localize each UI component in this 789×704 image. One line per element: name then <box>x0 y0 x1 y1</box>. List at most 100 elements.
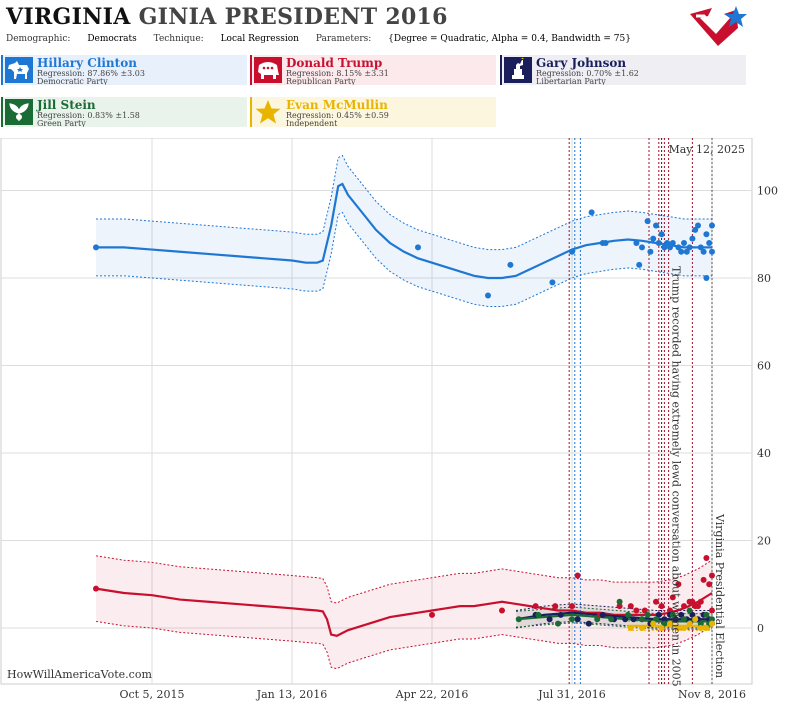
poll-point <box>703 231 710 238</box>
poll-point <box>644 218 651 225</box>
poll-point <box>650 235 657 242</box>
poll-point <box>655 611 662 618</box>
poll-point <box>709 620 715 627</box>
poll-point <box>594 616 601 623</box>
poll-point <box>535 611 542 618</box>
poll-point <box>658 231 665 238</box>
candidate-name: Donald Trump <box>286 56 383 70</box>
candidate-regression: Regression: 0.70% ±1.62 <box>536 69 639 78</box>
star-icon <box>255 100 281 124</box>
poll-point <box>695 603 701 610</box>
candidate-name: Jill Stein <box>37 98 96 112</box>
candidate-party: Green Party <box>37 119 86 127</box>
poll-point <box>653 222 659 229</box>
x-tick-label: Jul 31, 2016 <box>537 688 606 701</box>
poll-point <box>672 616 679 623</box>
poll-point <box>585 620 592 627</box>
y-tick-label: 20 <box>757 535 771 548</box>
poll-point <box>555 620 561 627</box>
legend-gary-johnson: Gary Johnson Regression: 0.70% ±1.62 Lib… <box>500 55 746 85</box>
poll-point <box>650 620 657 627</box>
candidate-name: Hillary Clinton <box>37 56 137 70</box>
poll-point <box>429 611 435 618</box>
candidate-regression: Regression: 87.86% ±3.03 <box>37 69 145 78</box>
poll-point <box>692 616 699 623</box>
poll-point <box>515 616 522 623</box>
poll-point <box>703 555 710 561</box>
date-label: May 12, 2025 <box>668 143 745 156</box>
poll-point <box>675 581 682 588</box>
poll-point <box>546 616 553 623</box>
liberty-statue-icon <box>504 57 532 83</box>
poll-point <box>574 572 581 579</box>
poll-point <box>93 585 99 592</box>
band-lower <box>515 622 712 630</box>
poll-point <box>639 625 645 631</box>
poll-point <box>667 620 673 627</box>
poll-point <box>697 620 704 627</box>
y-tick-label: 0 <box>757 622 764 635</box>
poll-point <box>532 603 539 610</box>
poll-point <box>697 244 704 251</box>
band-lower <box>95 620 713 670</box>
leaf-icon <box>5 99 33 125</box>
poll-point <box>633 607 640 614</box>
poll-point <box>706 240 713 246</box>
poll-points <box>93 209 715 631</box>
poll-point <box>686 607 693 614</box>
poll-point <box>689 611 696 618</box>
poll-point <box>661 620 668 627</box>
legend-hillary-clinton: Hillary Clinton Regression: 87.86% ±3.03… <box>1 55 247 85</box>
poll-point <box>655 240 662 246</box>
candidate-party: Democratic Party <box>37 77 108 85</box>
regression-chart: 0 20 40 60 80 100 Oct 5, 2015 Jan 13, 2016 Apr … <box>0 138 778 701</box>
poll-point <box>622 616 629 623</box>
poll-point <box>569 248 575 255</box>
poll-point <box>703 611 710 618</box>
poll-point <box>616 603 623 610</box>
watermark: HowWillAmericaVote.com <box>7 668 152 681</box>
x-tick-label: Oct 5, 2015 <box>119 688 184 701</box>
regression-line <box>515 611 712 621</box>
poll-point <box>681 603 687 610</box>
confidence-band <box>96 555 712 669</box>
candidate-party: Republican Party <box>286 77 356 85</box>
y-tick-label: 100 <box>757 185 778 198</box>
regression-line <box>95 587 713 638</box>
poll-point <box>697 625 704 631</box>
poll-point <box>703 625 710 631</box>
poll-point <box>669 594 676 601</box>
poll-point <box>681 240 687 246</box>
poll-point <box>692 226 699 233</box>
parameters-value: {Degree = Quadratic, Alpha = 0.4, Bandwi… <box>388 34 631 44</box>
x-tick-label: Apr 22, 2016 <box>395 688 469 701</box>
y-tick-label: 60 <box>757 360 771 373</box>
poll-point <box>661 244 668 251</box>
poll-point <box>681 616 687 623</box>
poll-point <box>639 616 645 623</box>
x-tick-label: Nov 8, 2016 <box>678 688 746 701</box>
poll-point <box>415 244 421 251</box>
confidence-band <box>96 155 712 307</box>
poll-point <box>667 244 673 251</box>
poll-point <box>658 603 665 610</box>
annotations: Trump recorded having extremely lewd con… <box>670 266 726 687</box>
donkey-icon <box>5 57 33 83</box>
candidate-name: Evan McMullin <box>286 98 388 112</box>
elephant-icon <box>254 57 282 83</box>
poll-point <box>93 244 99 251</box>
poll-point <box>569 603 575 610</box>
poll-point <box>669 611 676 618</box>
poll-point <box>653 598 659 605</box>
poll-point <box>667 607 673 614</box>
poll-point <box>641 607 648 614</box>
poll-point <box>627 603 634 610</box>
x-axis: Oct 5, 2015 Jan 13, 2016 Apr 22, 2016 Jul 3… <box>119 688 746 701</box>
poll-point <box>658 625 665 631</box>
poll-point <box>625 611 631 618</box>
poll-point <box>709 572 715 579</box>
title-rest: GINIA PRESIDENT 2016 <box>138 4 448 30</box>
demographic-label: Demographic: <box>6 34 71 44</box>
candidate-regression: Regression: 8.15% ±3.31 <box>286 69 389 78</box>
poll-point <box>602 240 609 246</box>
